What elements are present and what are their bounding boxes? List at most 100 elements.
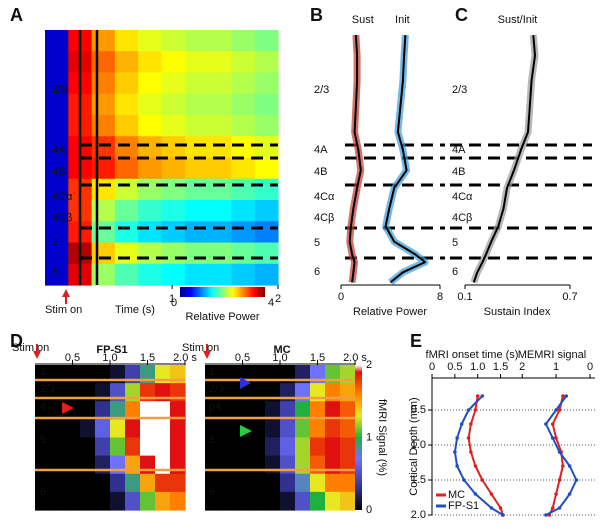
data-point — [469, 422, 473, 426]
panel-label: A — [10, 5, 23, 25]
heat-cell — [235, 455, 251, 475]
data-point — [557, 506, 562, 510]
data-point — [561, 394, 565, 398]
heat-cell — [184, 200, 209, 222]
heat-cell — [254, 157, 279, 180]
heat-cell — [208, 51, 232, 74]
data-point — [554, 408, 558, 412]
heat-cell — [35, 401, 51, 420]
heat-cell — [325, 473, 341, 493]
heat-cell — [265, 401, 281, 420]
heat-cell — [45, 263, 69, 286]
layer-label: 4Cβ — [452, 212, 472, 224]
heat-cell — [208, 221, 232, 244]
colorbar-label: Relative Power — [186, 311, 260, 323]
x-tick-label: 1.0 — [102, 352, 117, 364]
heat-cell — [114, 72, 139, 95]
x-tick-label: 1.5 — [140, 352, 155, 364]
heat-cell — [80, 455, 96, 475]
heat-cell — [91, 221, 116, 244]
layer-label: 4Cα — [452, 191, 473, 203]
x-tick-label: 8 — [437, 291, 443, 303]
heat-cell — [35, 419, 51, 439]
heat-cell — [220, 437, 236, 457]
heat-cell — [220, 419, 236, 439]
colorbar — [180, 287, 265, 297]
heat-cell — [138, 136, 163, 159]
heat-cell — [114, 30, 139, 52]
layer-label: 1 — [209, 366, 215, 378]
heat-cell — [340, 401, 356, 420]
heat-cell — [45, 178, 69, 201]
heat-cell — [205, 455, 221, 475]
x-tick-label: 1 — [169, 293, 175, 305]
x-axis-label: Sustain Index — [484, 306, 551, 318]
heat-cell — [65, 437, 81, 457]
layer-label: 4Cα — [52, 191, 73, 203]
heat-cell — [220, 473, 236, 493]
heat-cell — [254, 178, 279, 201]
heat-cell — [205, 491, 221, 511]
heat-cell — [205, 401, 221, 420]
heat-cell — [91, 200, 116, 222]
layer-label: 6 — [40, 486, 46, 498]
heat-cell — [138, 242, 163, 265]
heat-cell — [45, 115, 69, 137]
series-header: Init — [395, 14, 410, 26]
heat-cell — [220, 455, 236, 475]
heat-cell — [138, 93, 163, 116]
heat-cell — [110, 491, 126, 511]
data-point — [480, 478, 485, 482]
data-point — [557, 478, 562, 482]
heat-cell — [208, 200, 232, 222]
heat-cell — [140, 473, 156, 493]
data-point — [557, 408, 562, 412]
x-tick-label: 0.5 — [447, 361, 462, 373]
heat-cell — [254, 242, 279, 265]
y-tick-label: 0.5 — [411, 404, 426, 416]
heat-cell — [161, 157, 186, 180]
heat-cell — [95, 473, 111, 493]
heat-cell — [184, 93, 209, 116]
heat-cell — [155, 491, 171, 511]
heat-cell — [254, 51, 279, 74]
data-point — [561, 464, 565, 468]
heat-cell — [295, 455, 311, 475]
heat-cell — [310, 419, 326, 439]
heat-cell — [65, 455, 81, 475]
heat-cell — [114, 115, 139, 137]
heat-cell — [170, 419, 186, 439]
x-axis-label: fMRI onset time (s) — [426, 349, 519, 361]
heat-cell — [220, 491, 236, 511]
heat-cell — [340, 437, 356, 457]
data-point — [462, 478, 466, 482]
layer-label: 5 — [40, 434, 46, 446]
stim-label: Stim on — [12, 342, 49, 354]
heat-cell — [95, 491, 111, 511]
x-tick-label: 0.5 — [65, 352, 80, 364]
heat-cell — [231, 178, 256, 201]
data-point — [567, 492, 572, 496]
heat-cell — [254, 115, 279, 137]
layer-label: 5 — [209, 434, 215, 446]
heat-cell — [184, 263, 209, 286]
layer-label: 4A — [52, 144, 66, 156]
data-point — [459, 422, 464, 426]
heat-cell — [125, 419, 141, 439]
heat-cell — [310, 437, 326, 457]
heat-cell — [110, 419, 126, 439]
x-tick-label: 0.5 — [235, 352, 250, 364]
colorbar-tick-label: 1 — [366, 431, 372, 443]
heat-cell — [138, 51, 163, 74]
heat-cell — [114, 263, 139, 286]
heat-cell — [170, 437, 186, 457]
heat-cell — [265, 419, 281, 439]
colorbar-tick-label: 2 — [366, 359, 372, 371]
heat-cell — [45, 30, 69, 52]
heat-cell — [80, 473, 96, 493]
heat-cell — [45, 51, 69, 74]
layer4-marker — [62, 402, 74, 414]
heat-cell — [265, 437, 281, 457]
layer-label: 4 — [40, 401, 46, 413]
heat-cell — [114, 51, 139, 74]
